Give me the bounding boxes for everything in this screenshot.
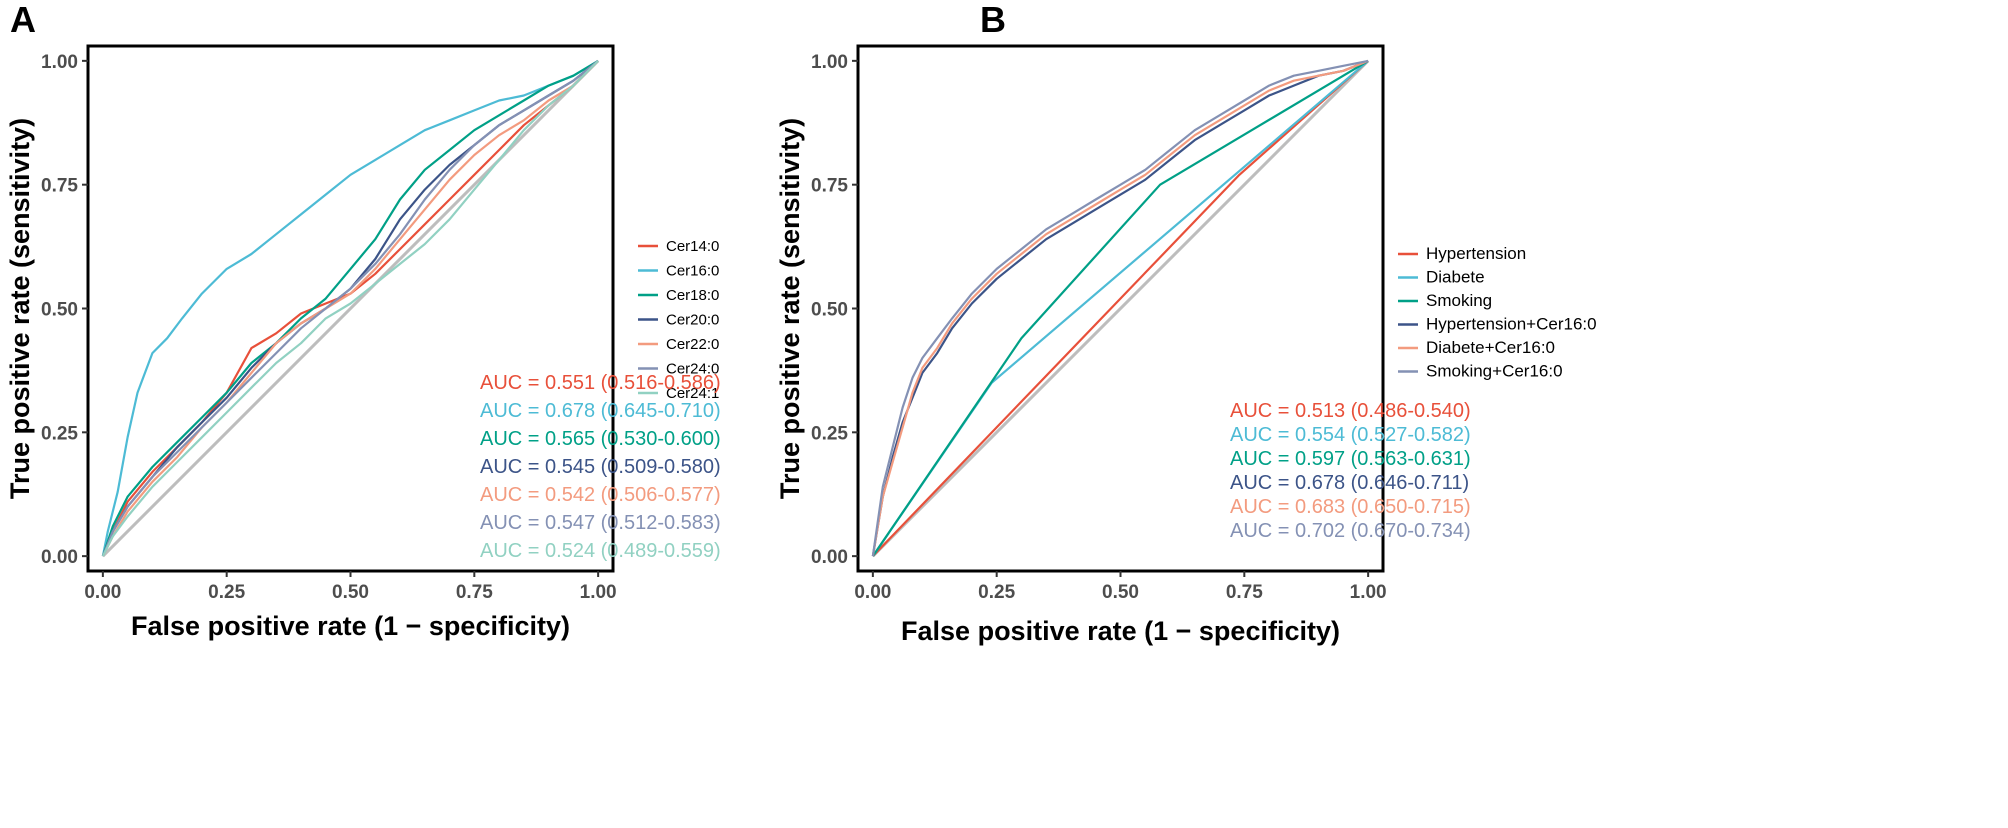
b-series-line-2 [871,59,1369,557]
a-auc-label-1: AUC = 0.678 (0.645-0.710) [480,400,721,422]
a-x-tick-label-2: 0.50 [332,582,369,603]
a-series-line-1 [101,59,599,557]
b-x-tick-label-4: 1.00 [1350,582,1387,603]
b-auc-label-5: AUC = 0.702 (0.670-0.734) [1230,520,1471,542]
a-x-axis-title: False positive rate (1 − specificity) [131,611,570,641]
a-legend-label-6: Cer24:1 [666,385,719,402]
a-series-line-4 [101,60,599,557]
a-x-tick-label-0: 0.00 [84,582,121,603]
b-y-tick-label-1: 0.25 [811,423,848,444]
b-auc-label-1: AUC = 0.554 (0.527-0.582) [1230,424,1471,446]
b-legend-label-1: Diabete [1426,268,1485,287]
b-legend-label-2: Smoking [1426,291,1492,310]
b-auc-label-0: AUC = 0.513 (0.486-0.540) [1230,400,1471,422]
b-x-tick-label-2: 0.50 [1102,582,1139,603]
a-y-axis-title: True positive rate (sensitivity) [5,118,35,499]
a-x-tick-label-3: 0.75 [456,582,493,603]
b-x-axis-title: False positive rate (1 − specificity) [901,616,1340,646]
b-legend-label-5: Smoking+Cer16:0 [1426,362,1563,381]
a-series-line-6 [101,60,599,557]
a-legend-label-5: Cer24:0 [666,361,719,378]
a-diagonal-reference [101,59,600,558]
b-x-tick-label-3: 0.75 [1226,582,1263,603]
a-x-tick-label-4: 1.00 [580,582,617,603]
a-y-tick-label-0: 0.00 [41,547,78,568]
a-y-tick-label-2: 0.50 [41,300,78,321]
a-y-tick-label-3: 0.75 [41,176,78,197]
b-x-tick-label-0: 0.00 [854,582,891,603]
a-auc-label-5: AUC = 0.547 (0.512-0.583) [480,512,721,534]
a-legend-label-2: Cer18:0 [666,287,719,304]
a-y-tick-label-1: 0.25 [41,423,78,444]
b-auc-label-3: AUC = 0.678 (0.646-0.711) [1230,472,1469,494]
panel-a-chart: 0.00 0.25 0.50 0.75 1.00 0.00 0.25 0.50 0.75 1.00… [5,44,721,641]
a-x-tick-label-1: 0.25 [208,582,245,603]
b-auc-label-4: AUC = 0.683 (0.650-0.715) [1230,496,1471,518]
a-auc-label-2: AUC = 0.565 (0.530-0.600) [480,428,721,450]
b-legend-label-3: Hypertension+Cer16:0 [1426,315,1597,334]
a-legend-label-1: Cer16:0 [666,263,719,280]
a-legend-label-0: Cer14:0 [666,238,719,255]
a-auc-label-4: AUC = 0.542 (0.506-0.577) [480,484,721,506]
a-auc-label-3: AUC = 0.545 (0.509-0.580) [480,456,721,478]
panel-a-letter: A [10,0,36,40]
a-y-tick-label-4: 1.00 [41,52,78,73]
b-y-tick-label-0: 0.00 [811,547,848,568]
b-series-line-4 [871,59,1369,557]
a-legend-label-4: Cer22:0 [666,336,719,353]
a-legend-label-3: Cer20:0 [666,312,719,329]
b-y-tick-label-2: 0.50 [811,300,848,321]
b-y-axis-title: True positive rate (sensitivity) [775,118,805,499]
b-diagonal-reference [871,59,1370,558]
b-y-tick-label-4: 1.00 [811,52,848,73]
panel-b-chart: 0.00 0.25 0.50 0.75 1.00 0.00 0.25 0.50 0.75 1.00… [775,44,1597,646]
a-series-line-5 [101,60,599,557]
a-series-line-2 [101,59,599,557]
b-auc-label-2: AUC = 0.597 (0.563-0.631) [1230,448,1471,470]
panel-b-letter: B [980,0,1006,40]
b-legend-label-0: Hypertension [1426,244,1526,263]
b-series-line-5 [871,59,1369,557]
a-auc-label-6: AUC = 0.524 (0.489-0.559) [480,540,721,562]
b-y-tick-label-3: 0.75 [811,176,848,197]
b-x-tick-label-1: 0.25 [978,582,1015,603]
b-legend-label-4: Diabete+Cer16:0 [1426,338,1555,357]
a-auc-label-0: AUC = 0.551 (0.516-0.586) [480,372,721,394]
